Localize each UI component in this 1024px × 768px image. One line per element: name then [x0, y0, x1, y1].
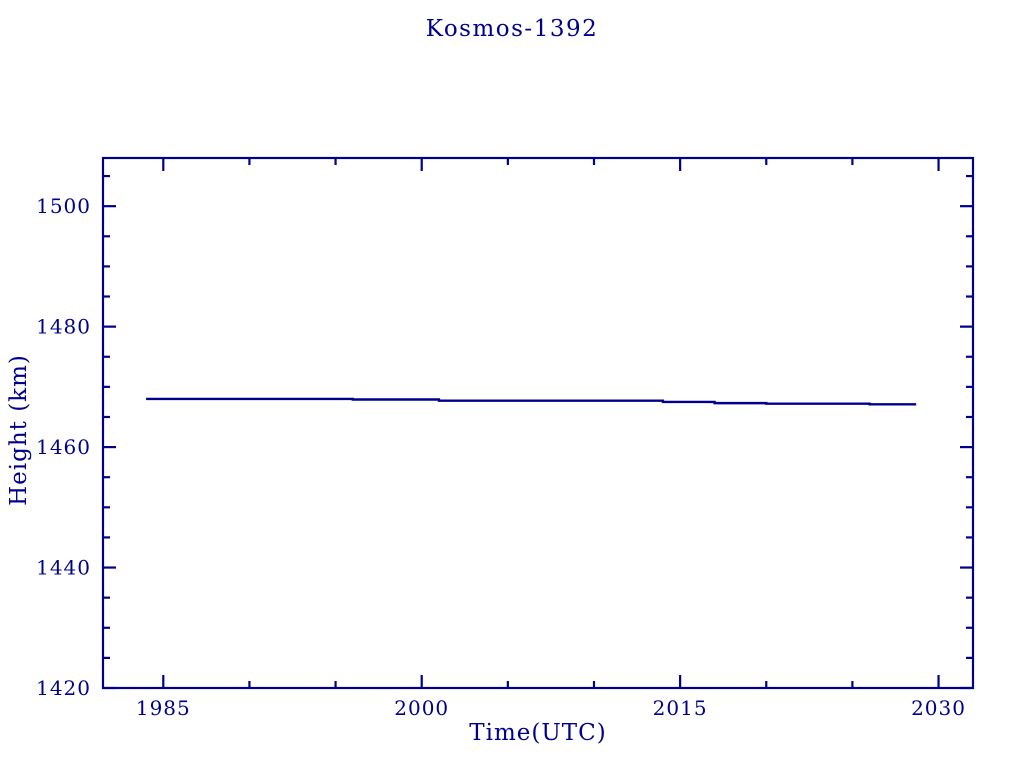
x-axis-title: Time(UTC) — [469, 720, 606, 746]
data-line-height — [146, 397, 917, 406]
x-tick-label: 2015 — [653, 696, 708, 720]
y-tick-label: 1480 — [36, 315, 91, 339]
x-axis-major-ticks — [162, 158, 940, 688]
y-tick-label: 1500 — [36, 194, 91, 218]
page-title: Kosmos-1392 — [425, 16, 599, 42]
x-axis-tick-labels: 1985 2000 2015 2030 — [136, 696, 966, 720]
y-axis-minor-ticks — [103, 174, 973, 659]
y-axis-major-ticks — [103, 205, 973, 690]
y-axis-tick-labels: 1420 1440 1460 1480 1500 — [36, 194, 91, 700]
x-tick-label: 2030 — [911, 696, 966, 720]
y-tick-label: 1440 — [36, 556, 91, 580]
y-tick-label: 1420 — [36, 676, 91, 700]
x-tick-label: 1985 — [136, 696, 191, 720]
x-tick-label: 2000 — [394, 696, 449, 720]
y-tick-label: 1460 — [36, 435, 91, 459]
y-axis-title: Height (km) — [6, 354, 32, 506]
data-series-layer — [146, 397, 917, 406]
plot-frame — [101, 156, 975, 690]
x-axis-minor-ticks — [248, 158, 854, 688]
